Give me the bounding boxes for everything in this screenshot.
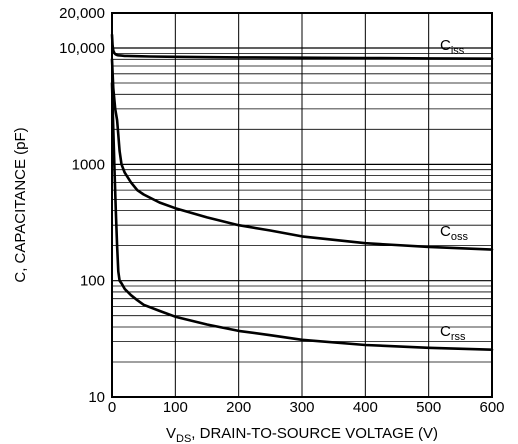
- x-tick-label-1: 100: [163, 399, 188, 416]
- x-tick-label-6: 600: [479, 399, 504, 416]
- x-axis-title-rest: , DRAIN-TO-SOURCE VOLTAGE (V): [191, 425, 438, 442]
- series-label-iss-sub: iss: [451, 45, 465, 57]
- y-tick-label-1: 100: [80, 273, 105, 290]
- svg-text:Ciss: Ciss: [440, 37, 465, 57]
- y-axis-title: C, CAPACITANCE (pF): [12, 127, 29, 282]
- series-label-oss: Coss: [440, 223, 468, 243]
- series-label-rss-sub: rss: [451, 331, 466, 343]
- y-tick-label-2: 1000: [72, 156, 105, 173]
- ticks: 0 100 200 300 400 500 600 10 100 1000 10,000 20,000: [59, 5, 504, 416]
- series-label-rss: Crss: [440, 323, 466, 343]
- curve-ciss: [110, 33, 494, 60]
- x-axis-title-main: V: [166, 425, 176, 442]
- series-label-iss: Ciss: [440, 37, 465, 57]
- y-tick-label-3: 10,000: [59, 40, 105, 57]
- grid: [112, 13, 492, 397]
- x-axis-title: VDS, DRAIN-TO-SOURCE VOLTAGE (V): [166, 425, 438, 444]
- series-label-rss-main: C: [440, 323, 451, 340]
- svg-text:Crss: Crss: [440, 323, 466, 343]
- curve-crss: [110, 81, 494, 351]
- x-axis-title-sub: DS: [176, 433, 191, 444]
- series-label-oss-sub: oss: [451, 231, 469, 243]
- curve-coss: [110, 58, 494, 251]
- y-tick-label-0: 10: [88, 389, 105, 406]
- x-tick-label-2: 200: [226, 399, 251, 416]
- x-tick-label-3: 300: [289, 399, 314, 416]
- x-tick-label-4: 400: [353, 399, 378, 416]
- svg-text:Coss: Coss: [440, 223, 468, 243]
- series-label-oss-main: C: [440, 223, 451, 240]
- plot-frame: [111, 12, 493, 398]
- x-tick-label-5: 500: [416, 399, 441, 416]
- series-label-iss-main: C: [440, 37, 451, 54]
- y-tick-label-4: 20,000: [59, 5, 105, 22]
- curves: [110, 33, 494, 351]
- x-tick-label-0: 0: [108, 399, 116, 416]
